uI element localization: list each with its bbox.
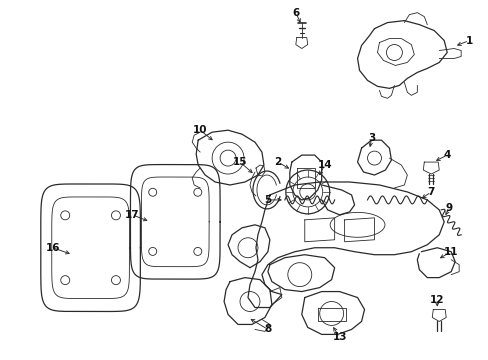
- Text: 4: 4: [443, 150, 450, 160]
- Text: 12: 12: [429, 294, 444, 305]
- Text: 8: 8: [264, 324, 271, 334]
- Text: 14: 14: [317, 160, 331, 170]
- Text: 13: 13: [332, 332, 346, 342]
- Text: 3: 3: [367, 133, 374, 143]
- Text: 16: 16: [45, 243, 60, 253]
- Text: 10: 10: [193, 125, 207, 135]
- Text: 11: 11: [443, 247, 458, 257]
- Text: 9: 9: [445, 203, 452, 213]
- Text: 5: 5: [264, 195, 271, 205]
- Text: 6: 6: [291, 8, 299, 18]
- Text: 1: 1: [465, 36, 472, 46]
- Text: 17: 17: [125, 210, 140, 220]
- Text: 2: 2: [274, 157, 281, 167]
- Text: 7: 7: [427, 187, 434, 197]
- Text: 15: 15: [232, 157, 247, 167]
